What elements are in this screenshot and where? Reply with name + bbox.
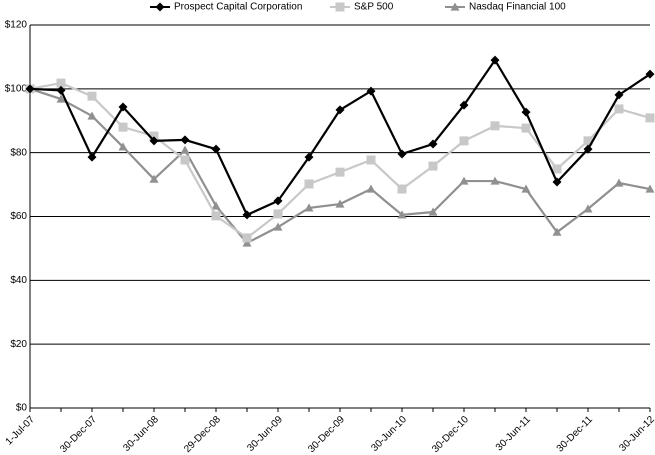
triangle-marker [242,238,252,247]
square-marker [428,161,438,171]
square-marker [273,209,283,219]
x-tick-label: 30-Jun-10 [369,414,409,454]
diamond-marker [490,55,500,65]
x-tick-label: 30-Dec-07 [58,414,99,455]
x-tick-label: 30-Jun-09 [245,414,285,454]
diamond-marker [366,86,376,96]
square-marker [118,122,128,132]
diamond-marker [645,69,655,79]
y-tick-label: $80 [10,147,27,158]
triangle-marker [459,176,469,185]
square-marker [56,78,66,88]
triangle-marker [180,145,190,154]
square-marker [335,2,345,12]
diamond-marker [459,100,469,110]
diamond-marker [397,149,407,159]
triangle-marker [490,176,500,185]
triangle-marker [397,210,407,219]
triangle-marker [450,2,460,11]
y-tick-label: $0 [16,403,28,414]
diamond-marker [180,135,190,145]
y-tick-label: $60 [10,211,27,222]
square-marker [304,179,314,189]
y-tick-label: $40 [10,275,27,286]
diamond-marker [149,136,159,146]
diamond-marker [211,144,221,154]
series-line [29,58,651,217]
diamond-marker [87,152,97,162]
diamond-marker [118,102,128,112]
diamond-marker [155,2,165,12]
diamond-marker [428,139,438,149]
triangle-marker [335,199,345,208]
x-tick-label: 30-Jun-12 [617,414,655,454]
square-marker [459,136,469,146]
diamond-marker [273,196,283,206]
square-marker [180,155,190,165]
x-tick-label: 1-Jul-07 [4,414,38,448]
diamond-marker [614,90,624,100]
square-marker [614,104,624,114]
series [25,78,655,243]
triangle-marker [56,94,66,103]
square-marker [583,136,593,146]
diamond-marker [242,210,252,220]
x-tick-label: 30-Dec-11 [555,414,596,455]
x-tick-label: 29-Dec-08 [182,414,223,455]
diamond-marker [521,107,531,117]
series [25,55,655,220]
diamond-marker [304,152,314,162]
triangle-marker [583,204,593,213]
square-marker [521,123,531,133]
x-tick-label: 30-Dec-10 [430,414,471,455]
square-marker [645,113,655,123]
x-tick-label: 30-Dec-09 [306,414,347,455]
y-tick-label: $20 [10,339,27,350]
square-marker [366,155,376,165]
diamond-marker [552,177,562,187]
triangle-marker [149,174,159,183]
triangle-marker [304,203,314,212]
legend-label: Prospect Capital Corporation [174,2,302,13]
legend-label: Nasdaq Financial 100 [469,2,566,13]
triangle-marker [521,184,531,193]
square-marker [87,91,97,101]
x-tick-label: 30-Jun-08 [121,414,161,454]
triangle-marker [366,184,376,193]
triangle-marker [118,142,128,151]
y-tick-label: $100 [5,83,28,94]
square-marker [490,121,500,131]
triangle-marker [614,178,624,187]
x-tick-label: 30-Jun-11 [494,414,533,453]
diamond-marker [335,105,345,115]
triangle-marker [428,207,438,216]
diamond-marker [56,85,66,95]
triangle-marker [87,111,97,120]
square-marker [149,131,159,141]
triangle-marker [645,184,655,193]
y-tick-label: $120 [5,20,28,31]
square-marker [335,167,345,177]
diamond-marker [583,144,593,154]
triangle-marker [273,222,283,231]
square-marker [397,184,407,194]
triangle-marker [211,201,221,210]
square-marker [242,233,252,243]
diamond-marker [25,84,35,94]
square-marker [211,211,221,221]
square-marker [552,164,562,174]
legend-label: S&P 500 [354,2,394,13]
triangle-marker [552,227,562,236]
